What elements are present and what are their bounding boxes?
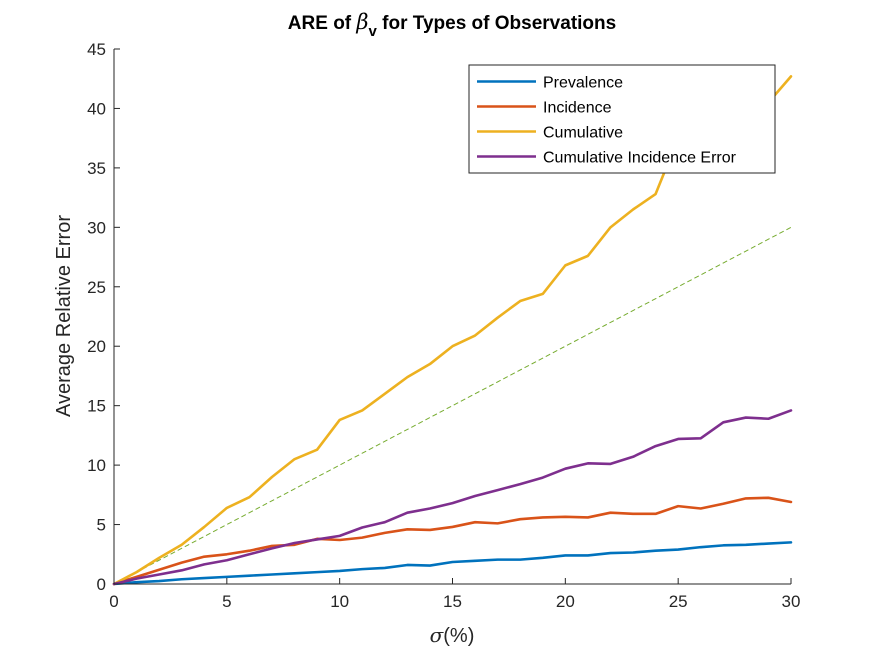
sigma-symbol: σ <box>430 623 445 647</box>
x-ticks: 0 5 10 15 20 25 30 <box>109 578 800 611</box>
title-subscript: v <box>369 23 378 40</box>
y-tick-label: 45 <box>87 40 106 59</box>
x-tick-label: 20 <box>556 592 575 611</box>
y-tick-label: 20 <box>87 337 106 356</box>
y-tick-label: 30 <box>87 218 106 237</box>
legend-box <box>468 64 776 174</box>
legend-label-cumulative: Cumulative <box>543 125 623 142</box>
legend-label-incidence: Incidence <box>543 100 612 117</box>
y-tick-label: 15 <box>87 397 106 416</box>
chart-title: ARE of βv for Types of Observations <box>288 10 616 40</box>
series-line-incidence <box>112 496 793 586</box>
y-tick-label: 25 <box>87 278 106 297</box>
x-tick-label: 15 <box>443 592 462 611</box>
y-ticks: 0 5 10 15 20 25 30 35 40 45 <box>87 40 120 594</box>
y-tick-label: 40 <box>87 99 106 118</box>
x-tick-label: 5 <box>222 592 231 611</box>
x-tick-label: 25 <box>669 592 688 611</box>
legend-label-prevalence: Prevalence <box>543 75 623 92</box>
legend-label-cumulative-incidence-error: Cumulative Incidence Error <box>543 150 737 167</box>
x-tick-label: 10 <box>330 592 349 611</box>
series-line-prevalence <box>112 541 793 586</box>
title-beta-symbol: β <box>355 10 368 34</box>
y-tick-label: 10 <box>87 456 106 475</box>
y-tick-label: 35 <box>87 159 106 178</box>
y-tick-label: 0 <box>97 575 106 594</box>
legend: Prevalence Incidence Cumulative Cumulative … <box>468 64 776 174</box>
x-tick-label: 30 <box>782 592 801 611</box>
series-line-cumulative-incidence-error <box>112 409 793 586</box>
y-tick-label: 5 <box>97 516 106 535</box>
x-axis-title: σ(%) <box>430 623 475 647</box>
title-suffix: for Types of Observations <box>377 13 616 34</box>
x-tick-label: 0 <box>109 592 118 611</box>
y-axis-title: Average Relative Error <box>53 215 75 417</box>
